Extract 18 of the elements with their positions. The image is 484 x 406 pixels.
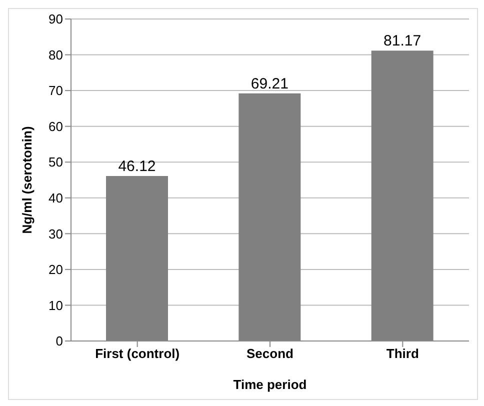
data-label: 69.21 [250, 75, 288, 92]
x-tick-label: Second [246, 346, 294, 362]
x-tick-label: First (control) [95, 346, 180, 362]
y-tick-label: 0 [56, 334, 63, 349]
x-tick-label: Third [386, 346, 419, 362]
y-tick-label: 20 [48, 262, 63, 278]
y-tick-label: 70 [48, 83, 63, 98]
data-label: 81.17 [384, 32, 422, 50]
x-axis-title: Time period [233, 377, 307, 392]
y-tick-label: 30 [48, 226, 63, 242]
y-tick-label: 10 [48, 298, 63, 313]
data-label: 46.12 [118, 158, 156, 175]
y-tick-label: 80 [48, 47, 63, 62]
y-tick-label: 50 [48, 154, 63, 170]
y-axis-title: Ng/ml (serotonin) [20, 126, 35, 234]
y-tick-label: 90 [48, 12, 63, 27]
y-tick-label: 60 [48, 118, 63, 134]
y-tick-label: 40 [48, 190, 63, 206]
